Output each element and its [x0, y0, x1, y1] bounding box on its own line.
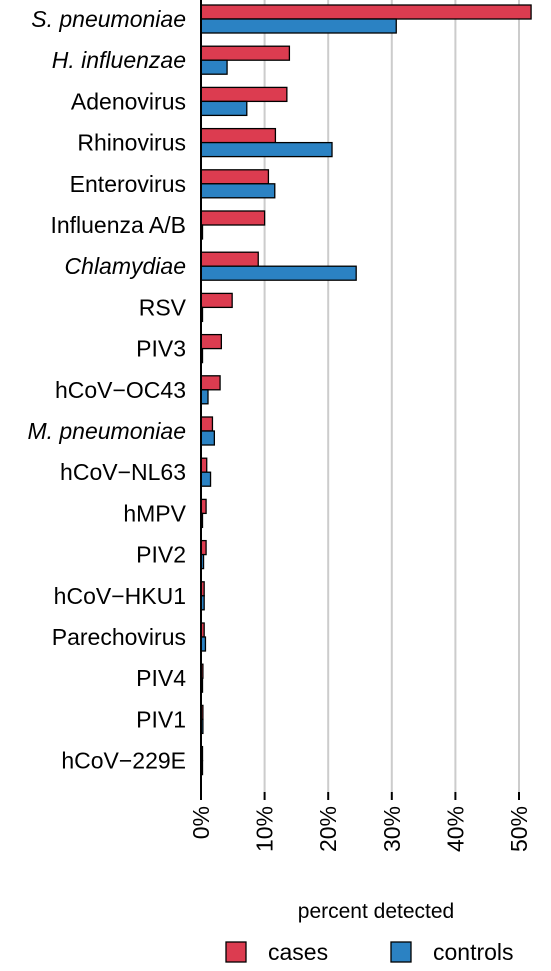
bar-controls	[200, 18, 397, 34]
x-tick-label: 40%	[442, 806, 468, 852]
category-label: Enterovirus	[70, 171, 186, 197]
category-label: Rhinovirus	[77, 130, 186, 156]
bar-controls	[200, 100, 248, 117]
category-label: PIV1	[136, 706, 186, 732]
bar-controls	[200, 59, 228, 75]
gridlines	[263, 0, 520, 792]
bar-cases	[200, 4, 532, 20]
x-tick-label: 20%	[315, 806, 341, 852]
bar-cases	[200, 375, 221, 391]
category-label: PIV2	[136, 542, 186, 568]
bar-controls	[200, 430, 216, 446]
legend-label-cases: cases	[268, 939, 328, 965]
bar-cases	[200, 86, 288, 103]
bar-cases	[200, 45, 291, 61]
bar-controls	[200, 471, 212, 487]
bar-controls	[200, 389, 209, 405]
category-label: M. pneumoniae	[27, 418, 186, 444]
category-label: Chlamydiae	[65, 253, 186, 279]
category-label: hCoV−OC43	[55, 377, 186, 403]
category-label: hCoV−HKU1	[54, 583, 186, 609]
category-label: Influenza A/B	[50, 212, 186, 238]
category-labels: S. pneumoniae H. influenzae Adenovirus Rhin…	[27, 6, 186, 774]
category-label: hCoV−NL63	[60, 459, 186, 485]
category-label: PIV4	[136, 665, 186, 691]
legend-swatch-cases	[225, 941, 247, 963]
bars	[200, 4, 532, 776]
category-label: RSV	[139, 294, 187, 320]
bar-cases	[200, 169, 270, 185]
x-tick-label: 50%	[506, 806, 532, 852]
x-tick-label: 10%	[252, 806, 278, 852]
bar-cases	[200, 333, 223, 350]
x-axis-title: percent detected	[298, 900, 454, 923]
x-tick-label: 0%	[188, 806, 214, 839]
x-tick-label: 30%	[379, 806, 405, 852]
legend: cases controls	[225, 939, 514, 965]
category-label: H. influenzae	[52, 47, 186, 73]
bar-controls	[200, 265, 357, 281]
category-label: hMPV	[123, 500, 186, 526]
category-label: S. pneumoniae	[31, 6, 186, 32]
category-label: hCoV−229E	[61, 748, 186, 774]
bar-cases	[200, 210, 266, 226]
bar-cases	[200, 251, 259, 267]
x-axis: 0% 10% 20% 30% 40% 50%	[188, 0, 532, 852]
bar-controls	[200, 141, 333, 158]
category-label: PIV3	[136, 336, 186, 362]
bar-cases	[200, 292, 233, 309]
legend-swatch-controls	[390, 941, 412, 963]
legend-label-controls: controls	[433, 939, 514, 965]
category-label: Adenovirus	[71, 88, 186, 114]
category-label: Parechovirus	[52, 624, 186, 650]
bar-cases	[200, 127, 277, 144]
bar-controls	[200, 183, 276, 199]
bar-cases	[200, 416, 214, 432]
